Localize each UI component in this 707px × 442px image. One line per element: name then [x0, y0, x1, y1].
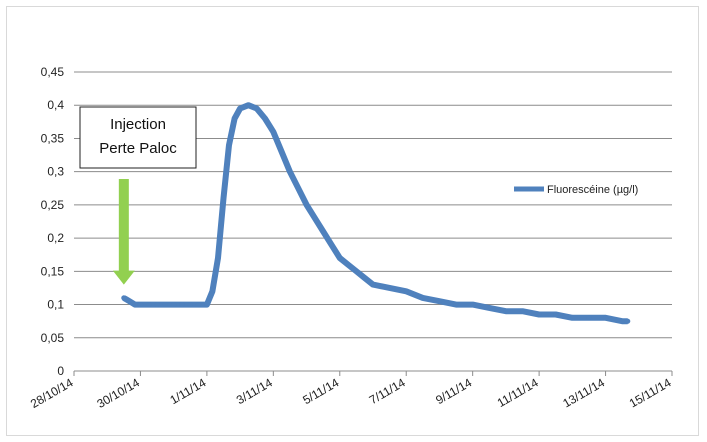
legend-label: Fluorescéine (µg/l) — [547, 184, 638, 196]
legend: Fluorescéine (µg/l) — [514, 184, 638, 196]
data-point — [279, 149, 285, 155]
data-point — [215, 255, 221, 261]
y-tick-label: 0,15 — [41, 264, 65, 278]
y-tick-label: 0,2 — [47, 231, 64, 245]
y-tick-label: 0,4 — [47, 98, 64, 112]
data-point — [220, 195, 227, 201]
data-point — [569, 315, 575, 321]
data-point — [420, 295, 426, 301]
y-tick-label: 0,1 — [47, 298, 64, 312]
y-tick-label: 0,45 — [41, 65, 65, 79]
data-point — [287, 169, 293, 175]
x-tick-label: 9/11/14 — [433, 375, 474, 407]
data-point — [362, 275, 368, 281]
data-point — [602, 315, 609, 321]
data-point — [320, 228, 326, 235]
data-point — [179, 301, 185, 308]
annotation-arrow — [112, 179, 135, 285]
x-tick-label: 13/11/14 — [560, 375, 607, 410]
data-point — [519, 308, 526, 314]
annotation-text: Perte Paloc — [99, 140, 177, 157]
data-point — [195, 301, 202, 308]
data-point — [231, 115, 238, 122]
y-axis-ticks: 0 0,05 0,1 0,15 0,2 0,25 0,3 0,35 0,4 0,45 — [41, 65, 65, 378]
data-point — [586, 315, 592, 321]
y-tick-label: 0,35 — [41, 131, 65, 145]
x-tick-label: 1/11/14 — [167, 375, 208, 407]
data-point — [370, 282, 376, 288]
annotation-box — [79, 106, 197, 169]
data-point — [262, 115, 268, 122]
data-point — [436, 298, 443, 304]
data-point — [245, 102, 252, 108]
data-point — [154, 301, 160, 308]
data-point — [204, 301, 210, 308]
data-point — [503, 308, 509, 314]
x-tick-label: 5/11/14 — [300, 375, 341, 407]
x-axis-ticks: 28/10/14 30/10/14 1/11/14 3/11/14 5/11/14 7/1… — [28, 371, 674, 411]
data-point — [486, 305, 492, 311]
annotation-text: Injection — [110, 116, 166, 133]
data-point — [353, 268, 359, 274]
data-point — [146, 301, 152, 308]
y-tick-label: 0,05 — [41, 331, 65, 345]
data-point — [403, 288, 409, 294]
data-point — [121, 295, 127, 301]
data-point — [328, 242, 335, 248]
data-point — [237, 105, 243, 112]
data-point — [226, 142, 232, 148]
x-tick-label: 15/11/14 — [627, 375, 674, 410]
data-point — [387, 285, 393, 291]
data-point — [162, 301, 168, 308]
annotation: Injection Perte Paloc — [79, 106, 197, 285]
data-point — [126, 298, 132, 304]
data-point — [209, 288, 216, 294]
data-point — [132, 301, 138, 308]
data-point — [312, 215, 318, 221]
y-tick-label: 0,25 — [41, 198, 65, 212]
x-tick-label: 28/10/14 — [28, 375, 76, 411]
data-point — [254, 105, 260, 112]
x-tick-label: 7/11/14 — [367, 375, 408, 407]
data-point — [345, 262, 351, 268]
data-point — [187, 301, 193, 308]
series-line — [122, 102, 628, 325]
data-point — [171, 301, 177, 308]
data-point — [303, 202, 310, 208]
data-point — [553, 311, 559, 318]
data-point — [137, 301, 144, 308]
x-tick-label: 30/10/14 — [94, 375, 142, 411]
data-point — [536, 311, 542, 318]
data-point — [453, 301, 459, 308]
x-tick-label: 11/11/14 — [495, 375, 541, 410]
data-point — [295, 185, 301, 191]
y-tick-label: 0 — [57, 364, 64, 378]
data-point — [337, 255, 343, 261]
series-layer — [121, 102, 631, 325]
data-point — [270, 129, 276, 135]
y-tick-label: 0,3 — [47, 165, 64, 179]
data-point — [470, 301, 476, 308]
x-tick-label: 3/11/14 — [234, 375, 275, 407]
data-point — [625, 318, 631, 324]
data-point — [619, 318, 625, 324]
